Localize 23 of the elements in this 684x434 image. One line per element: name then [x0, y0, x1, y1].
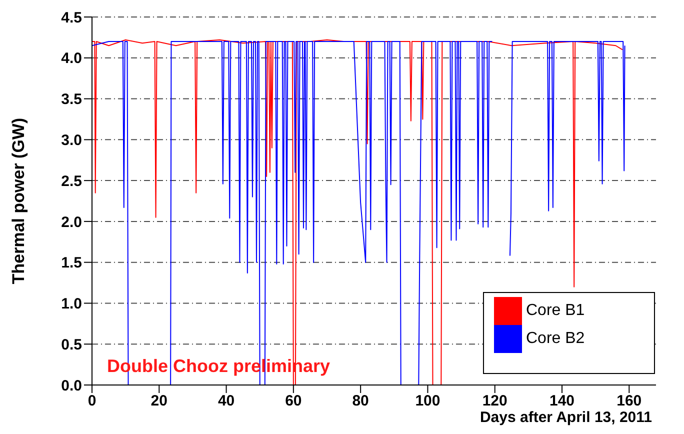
legend-label: Core B1	[526, 302, 585, 320]
x-tick-label: 60	[285, 392, 302, 410]
legend-label: Core B2	[526, 330, 585, 348]
y-tick-label: 2.5	[61, 172, 82, 190]
y-tick-label: 0.5	[61, 336, 82, 354]
x-tick-label: 160	[616, 392, 642, 410]
x-tick-label: 0	[88, 392, 96, 410]
y-tick-label: 4.0	[61, 50, 82, 68]
x-tick-label: 120	[482, 392, 508, 410]
y-axis-title: Thermal power (GW)	[9, 118, 28, 284]
y-tick-label: 3.5	[61, 91, 82, 108]
x-tick-label: 140	[549, 392, 575, 410]
y-tick-label: 4.5	[61, 9, 82, 26]
x-axis-title: Days after April 13, 2011	[480, 409, 652, 426]
y-tick-label: 2.0	[61, 214, 82, 231]
y-tick-label: 1.0	[61, 296, 82, 313]
y-tick-label: 0.0	[61, 377, 82, 394]
y-tick-label: 1.5	[61, 254, 82, 272]
x-tick-label: 80	[352, 392, 369, 410]
x-tick-label: 20	[150, 392, 168, 410]
x-tick-label: 100	[415, 392, 440, 410]
x-tick-label: 40	[218, 392, 235, 410]
y-tick-label: 3.0	[61, 132, 82, 149]
